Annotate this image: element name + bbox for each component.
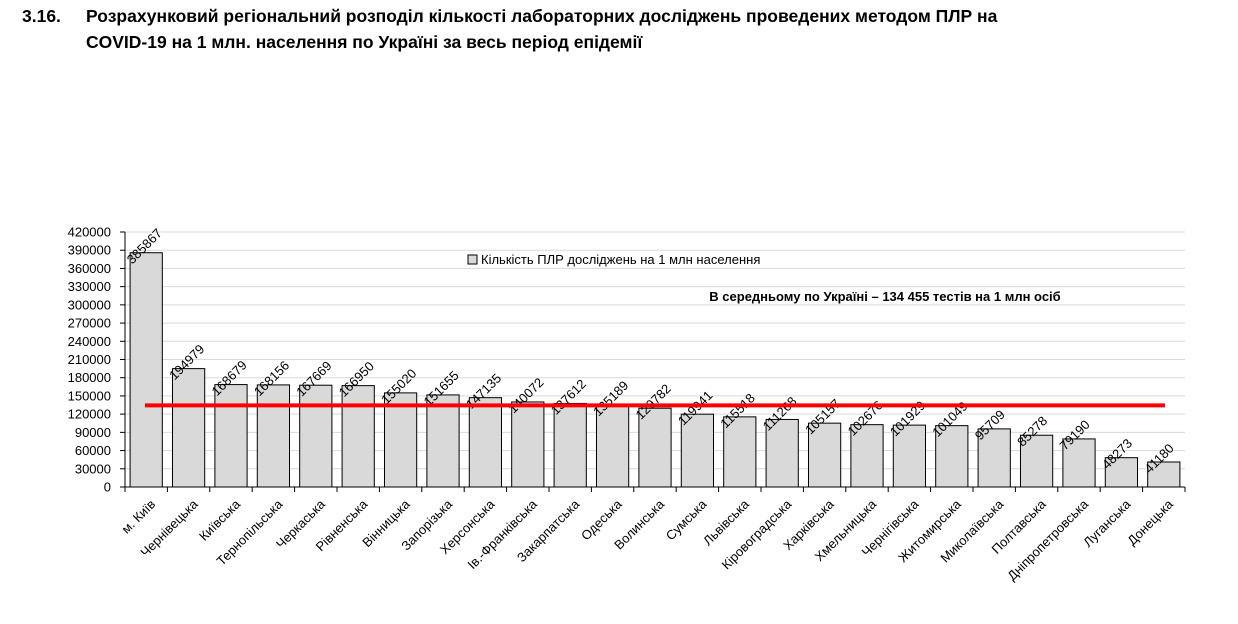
y-tick-label: 90000 xyxy=(75,425,111,440)
y-tick-label: 270000 xyxy=(68,316,111,331)
y-tick-label: 180000 xyxy=(68,370,111,385)
bar xyxy=(850,424,884,488)
y-tick-label: 30000 xyxy=(75,461,111,476)
bar xyxy=(553,402,587,488)
y-tick-label: 0 xyxy=(104,480,111,495)
y-tick-label: 420000 xyxy=(68,225,111,240)
legend-swatch xyxy=(467,254,478,265)
y-tick-label: 210000 xyxy=(68,352,111,367)
bar xyxy=(383,392,418,488)
y-tick-label: 240000 xyxy=(68,334,111,349)
bar xyxy=(341,385,375,488)
bar xyxy=(723,416,757,488)
chart-title: Розрахунковий регіональний розподіл кіль… xyxy=(86,6,998,26)
bar xyxy=(638,407,672,488)
bar xyxy=(892,424,927,488)
bar xyxy=(171,368,206,488)
bar xyxy=(1104,457,1139,488)
y-tick-label: 60000 xyxy=(75,443,111,458)
bar xyxy=(935,425,969,488)
y-tick-label: 360000 xyxy=(68,261,111,276)
chart-title: COVID-19 на 1 млн. населення по Україні … xyxy=(86,32,643,52)
bar xyxy=(468,397,503,488)
y-tick-label: 120000 xyxy=(68,407,111,422)
average-label: В середньому по Україні – 134 455 тестів… xyxy=(709,289,1060,304)
bar xyxy=(129,252,163,488)
chart-number: 3.16. xyxy=(22,6,61,26)
bar xyxy=(1019,434,1054,488)
x-tick-label: Луганська xyxy=(1080,496,1134,550)
bar xyxy=(765,418,799,488)
bar xyxy=(1062,438,1096,488)
bar xyxy=(426,394,460,488)
bar xyxy=(511,401,545,488)
bar xyxy=(256,384,291,488)
y-tick-label: 150000 xyxy=(68,388,111,403)
legend-label: Кількість ПЛР досліджень на 1 млн населе… xyxy=(481,252,760,267)
bar xyxy=(214,384,248,488)
bar xyxy=(680,413,715,488)
y-tick-label: 330000 xyxy=(68,279,111,294)
x-tick-label: м. Київ xyxy=(118,496,158,536)
bar xyxy=(807,422,842,488)
bar xyxy=(299,384,333,488)
y-tick-label: 390000 xyxy=(68,243,111,258)
x-tick-label: Дніпропетровська xyxy=(1004,496,1091,583)
x-tick-label: Донецька xyxy=(1124,496,1176,548)
y-tick-label: 300000 xyxy=(68,297,111,312)
bar xyxy=(977,428,1011,488)
bar xyxy=(1147,461,1181,488)
